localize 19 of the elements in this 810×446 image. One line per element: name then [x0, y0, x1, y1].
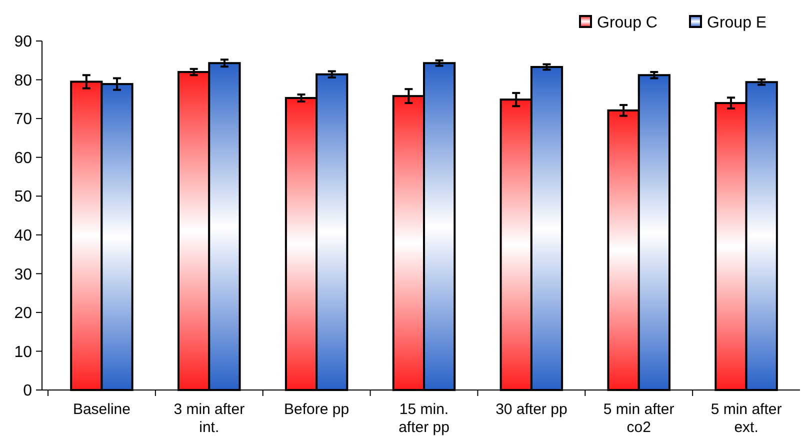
x-tick-label: Before pp	[284, 401, 350, 418]
y-tick-label: 40	[14, 227, 32, 244]
legend-label: Group E	[707, 14, 767, 32]
y-tick-label: 80	[14, 72, 32, 90]
x-tick-label: 5 min after co2	[603, 401, 674, 436]
x-tick-label: Baseline	[72, 401, 130, 418]
x-tick-label: 5 min after ext.	[710, 401, 782, 436]
y-tick-label: 60	[14, 150, 32, 167]
y-tick-label: 30	[14, 266, 32, 284]
y-tick-label: 90	[14, 34, 32, 51]
x-tick-label: 3 min after int.	[174, 401, 245, 436]
y-tick-label: 70	[14, 111, 32, 128]
y-tick-label: 10	[14, 344, 32, 361]
x-tick-label: 15 min. after pp	[398, 401, 450, 436]
y-tick-label: 0	[23, 382, 32, 400]
x-tick-label: 30 after pp	[496, 401, 568, 418]
y-tick-label: 20	[14, 305, 32, 322]
y-tick-label: 50	[14, 188, 32, 206]
legend-label: Group C	[597, 14, 658, 32]
